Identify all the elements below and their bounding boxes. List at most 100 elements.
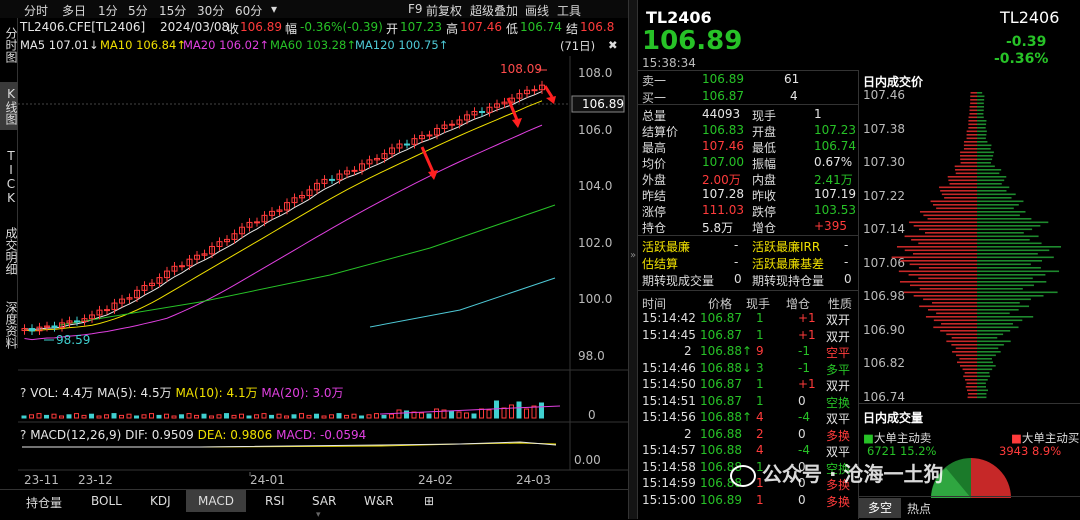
ma60-legend: MA60 103.28↑: [270, 38, 356, 52]
candle-body: [411, 138, 418, 145]
tab-macd[interactable]: MACD: [186, 490, 246, 512]
tab-long-short[interactable]: 多空: [859, 498, 901, 518]
ma-line: [24, 90, 543, 331]
tab-add-icon[interactable]: ⊞: [424, 494, 435, 508]
price-axis-label: 102.0: [578, 236, 612, 250]
tab-30min[interactable]: 30分: [197, 4, 225, 18]
profile-price-tick: 107.38: [863, 121, 905, 136]
profile-bar-red: [966, 130, 977, 133]
stat-value: 107.00: [702, 155, 744, 169]
price-axis-label: 106.0: [578, 123, 612, 137]
draw-button[interactable]: 画线: [525, 4, 550, 18]
tools-button[interactable]: 工具: [557, 4, 582, 18]
stat-label: 涨停: [642, 205, 667, 219]
volume-bar: [426, 413, 432, 419]
overlay-button[interactable]: 超级叠加: [470, 4, 519, 18]
tick-cell: 106.87: [700, 377, 742, 391]
ctd-value: -: [734, 255, 739, 269]
tick-cell: -1: [798, 360, 810, 375]
volume-bar: [509, 404, 514, 419]
tab-boll[interactable]: BOLL: [91, 494, 122, 508]
profile-bar-green: [977, 302, 1020, 304]
tab-open-interest[interactable]: 持仓量: [26, 496, 63, 510]
tab-hotspots[interactable]: 热点: [907, 502, 932, 516]
tick-cell: 空平: [826, 346, 851, 360]
profile-bar-red: [969, 109, 977, 112]
profile-bar-green: [977, 319, 1023, 322]
tab-1min[interactable]: 1分: [98, 4, 118, 18]
volume-bar: [261, 413, 267, 419]
candle-body: [284, 202, 290, 211]
profile-bar-red: [909, 221, 977, 224]
tab-15min[interactable]: 15分: [159, 4, 187, 18]
ma-line: [24, 124, 543, 341]
profile-bar-red: [955, 169, 977, 171]
long-short-pie: [931, 458, 1011, 498]
tab-kdj[interactable]: KDJ: [150, 494, 171, 508]
kline-chart[interactable]: 108.0 106.0 104.0 102.0 100.0 98.0 23-11 23-12…: [0, 0, 628, 519]
profile-bar-red: [925, 316, 977, 318]
collapse-down-icon[interactable]: ▾: [316, 510, 321, 520]
tab-wr[interactable]: W&R: [364, 494, 394, 508]
tab-rsi[interactable]: RSI: [265, 494, 285, 508]
adjust-button[interactable]: 前复权: [426, 4, 463, 18]
profile-bar-red: [970, 95, 977, 98]
profile-bar-green: [977, 165, 995, 168]
tab-timeshare[interactable]: 分时: [24, 4, 49, 18]
profile-bar-green: [977, 200, 1024, 203]
window-label[interactable]: (71日): [560, 39, 596, 53]
vol-help-icon[interactable]: ?: [20, 386, 27, 400]
tick-cell: 106.89: [700, 492, 742, 507]
tick-cell: 106.88↓: [700, 360, 753, 375]
vol-legend: ? VOL: 4.4万 MA(5): 4.5万 MA(10): 4.1万 MA(…: [20, 384, 344, 401]
nav-tick[interactable]: TICK: [4, 149, 18, 205]
volume-bar: [96, 415, 102, 419]
profile-bar-red: [933, 326, 977, 329]
tab-5min[interactable]: 5分: [128, 4, 148, 18]
profile-bar-green: [977, 393, 987, 395]
macd-help-icon[interactable]: ?: [20, 428, 27, 442]
tab-sar[interactable]: SAR: [312, 494, 337, 508]
change-value: -0.36%(-0.39): [300, 20, 383, 34]
tick-cell: 15:14:45: [642, 327, 696, 342]
candle-body: [299, 195, 305, 199]
volume-bar: [291, 414, 297, 419]
f9-button[interactable]: F9: [408, 2, 423, 16]
volume-bar: [374, 413, 379, 419]
profile-bar-green: [977, 102, 984, 105]
profile-bar-red: [946, 333, 977, 336]
volume-bar: [516, 401, 522, 419]
tick-cell: 15:14:56: [642, 410, 696, 424]
profile-bar-green: [977, 274, 1046, 276]
close-panel-icon[interactable]: ✖: [608, 38, 618, 52]
profile-bar-red: [966, 137, 977, 140]
profile-bar-red: [918, 242, 977, 245]
ctd-label: 活跃最廉IRR: [752, 240, 821, 254]
volume-bar: [404, 410, 409, 419]
stat-label: 最低: [752, 141, 777, 155]
tab-60min[interactable]: 60分: [235, 4, 263, 18]
high-mark-label: 108.09: [500, 62, 542, 76]
expand-arrow-icon[interactable]: »: [630, 250, 637, 261]
profile-bar-red: [968, 123, 977, 126]
stat-row: 外盘 2.00万 内盘 2.41万: [638, 171, 858, 187]
volume-bar: [141, 414, 147, 419]
profile-bar-green: [977, 368, 993, 371]
nav-timeshare[interactable]: 分时图: [4, 27, 18, 63]
profile-bar-red: [918, 277, 977, 280]
nav-trade-detail[interactable]: 成交明细: [4, 227, 18, 275]
volume-bar: [36, 413, 42, 419]
volume-bar: [284, 415, 289, 419]
candle-body: [74, 320, 80, 323]
profile-bar-green: [977, 214, 1020, 217]
volume-bar: [314, 413, 319, 419]
profile-bar-green: [977, 253, 1038, 255]
candle-body: [81, 318, 88, 322]
nav-depth-info[interactable]: 深度资料: [4, 301, 18, 349]
more-periods-dropdown[interactable]: ▾: [271, 2, 278, 16]
tab-multiday[interactable]: 多日: [62, 4, 87, 18]
profile-bar-red: [964, 372, 977, 374]
panel-divider[interactable]: »: [628, 0, 638, 519]
nav-kline[interactable]: K线图: [0, 82, 18, 130]
price-axis-label: 104.0: [578, 179, 612, 193]
